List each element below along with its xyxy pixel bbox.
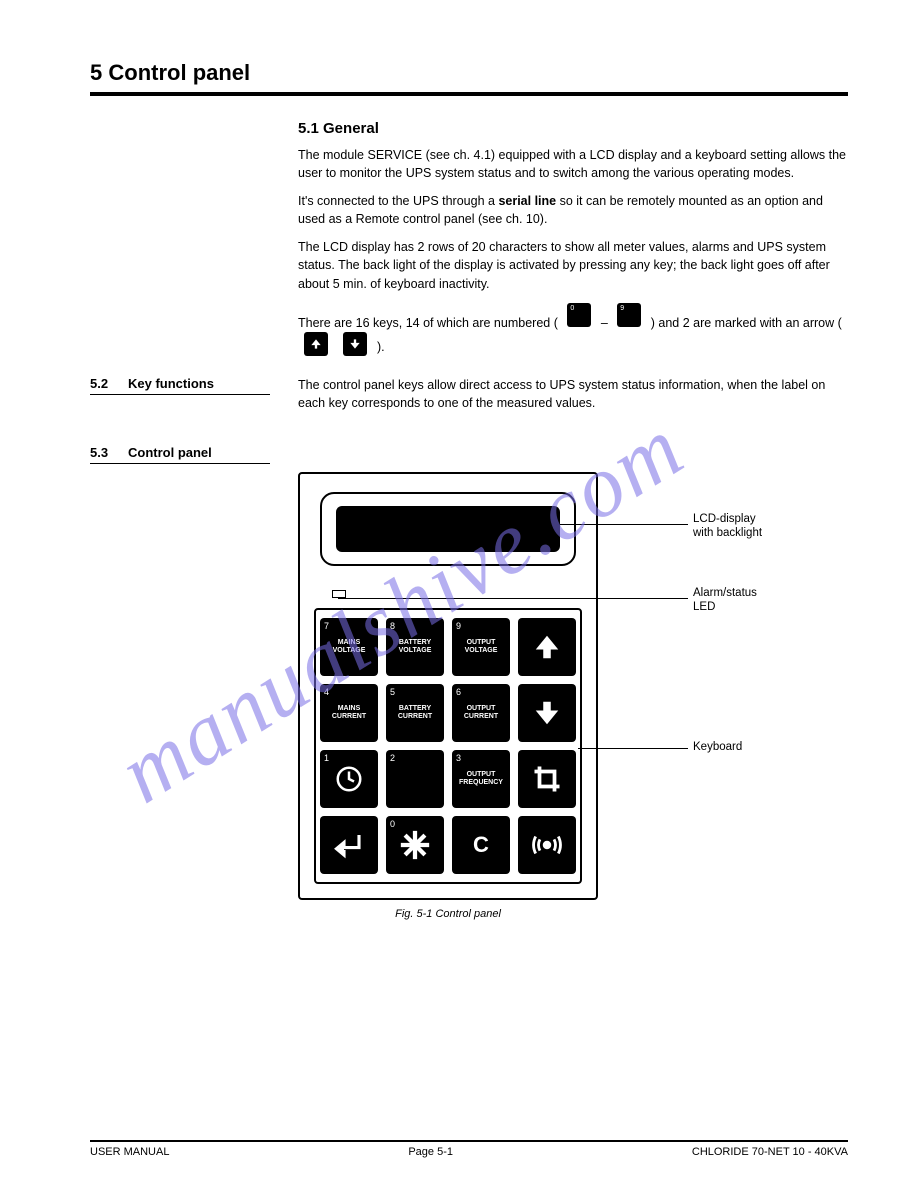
- status-led: [332, 590, 346, 598]
- heading-rule: [90, 92, 848, 96]
- callout-keyboard: Keyboard: [693, 740, 742, 754]
- key-1-clock[interactable]: 1: [320, 750, 378, 808]
- lcd-frame: [320, 492, 576, 566]
- section-5-2-text: The control panel keys allow direct acce…: [298, 376, 848, 412]
- footer-center: Page 5-1: [408, 1146, 453, 1158]
- key-crop-icon[interactable]: [518, 750, 576, 808]
- intro-p1: The module SERVICE (see ch. 4.1) equippe…: [298, 146, 848, 182]
- key-7-mains-voltage[interactable]: 7MAINSVOLTAGE: [320, 618, 378, 676]
- key-c-clear[interactable]: C: [452, 816, 510, 874]
- chapter-number: 5: [90, 60, 102, 85]
- key-arrow-down[interactable]: [518, 684, 576, 742]
- chapter-title: Control panel: [108, 60, 250, 85]
- arrow-down-icon: [343, 332, 367, 356]
- section-5-2-heading: 5.2Key functions: [90, 376, 270, 395]
- key-4-mains-current[interactable]: 4MAINSCURRENT: [320, 684, 378, 742]
- section-5-1-heading: 5.1 General: [298, 118, 848, 140]
- key-9-output-voltage[interactable]: 9OUTPUTVOLTAGE: [452, 618, 510, 676]
- intro-p3: The LCD display has 2 rows of 20 charact…: [298, 238, 848, 292]
- key-arrow-up[interactable]: [518, 618, 576, 676]
- keys-description-row: There are 16 keys, 14 of which are numbe…: [298, 303, 848, 356]
- footer-left: USER MANUAL: [90, 1146, 169, 1158]
- key-2[interactable]: 2: [386, 750, 444, 808]
- arrow-up-icon: [304, 332, 328, 356]
- key-enter[interactable]: [320, 816, 378, 874]
- key-alarm-icon[interactable]: [518, 816, 576, 874]
- key-6-output-current[interactable]: 6OUTPUTCURRENT: [452, 684, 510, 742]
- key-9-icon: 9: [617, 303, 641, 327]
- key-0-icon: 0: [567, 303, 591, 327]
- key-5-battery-current[interactable]: 5BATTERYCURRENT: [386, 684, 444, 742]
- figure-caption: Fig. 5-1 Control panel: [298, 908, 598, 920]
- callout-lcd: LCD-display with backlight: [693, 512, 762, 541]
- section-5-3-heading: 5.3Control panel: [90, 445, 270, 464]
- key-0-star[interactable]: 0: [386, 816, 444, 874]
- footer-right: CHLORIDE 70-NET 10 - 40KVA: [692, 1146, 848, 1158]
- control-panel-figure: 7MAINSVOLTAGE 8BATTERYVOLTAGE 9OUTPUTVOL…: [298, 472, 848, 920]
- key-8-battery-voltage[interactable]: 8BATTERYVOLTAGE: [386, 618, 444, 676]
- lcd-screen: [336, 506, 560, 552]
- callout-led: Alarm/status LED: [693, 586, 757, 615]
- intro-p2: It's connected to the UPS through a seri…: [298, 192, 848, 228]
- keypad: 7MAINSVOLTAGE 8BATTERYVOLTAGE 9OUTPUTVOL…: [314, 608, 582, 884]
- page-footer: USER MANUAL Page 5-1 CHLORIDE 70-NET 10 …: [90, 1140, 848, 1158]
- key-3-output-frequency[interactable]: 3OUTPUTFREQUENCY: [452, 750, 510, 808]
